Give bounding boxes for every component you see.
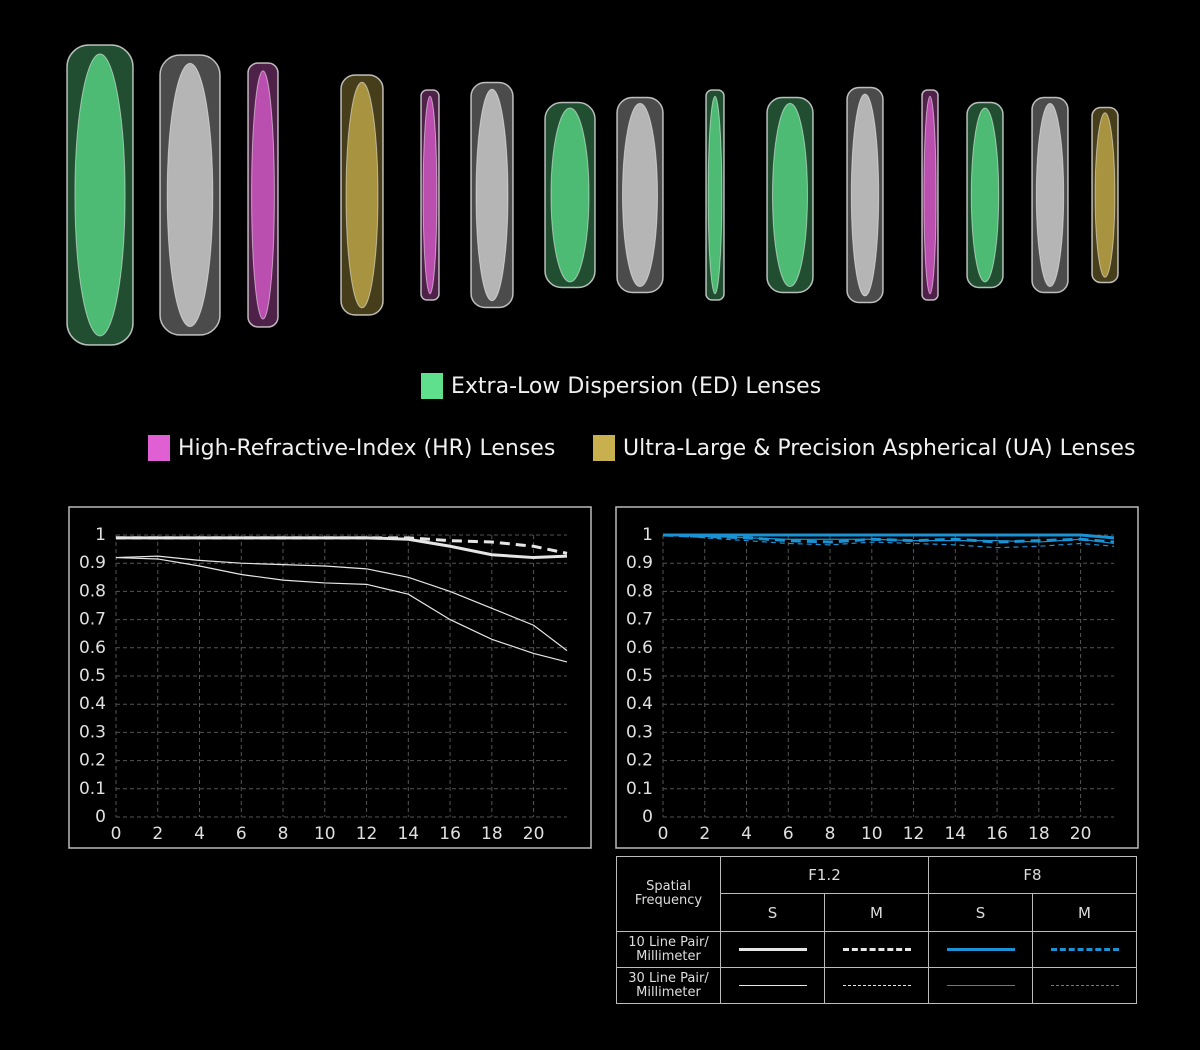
y-tick-label: 0.1: [79, 779, 106, 799]
x-tick-label: 10: [314, 824, 336, 844]
x-tick-label: 6: [783, 824, 794, 844]
x-tick-label: 4: [194, 824, 205, 844]
y-tick-label: 0.7: [79, 610, 106, 630]
y-tick-label: 0.9: [79, 553, 106, 573]
y-tick-label: 0.5: [79, 666, 106, 686]
lens-body: [970, 107, 1000, 283]
x-tick-label: 14: [944, 824, 966, 844]
chart-frame: [68, 506, 592, 849]
y-tick-label: 1: [642, 525, 653, 545]
y-tick-label: 0.6: [626, 638, 653, 658]
x-tick-label: 8: [278, 824, 289, 844]
y-tick-label: 0: [642, 807, 653, 827]
lens-body: [550, 107, 590, 283]
lens-body: [1094, 112, 1116, 278]
x-tick-label: 0: [658, 824, 669, 844]
x-tick-label: 16: [986, 824, 1008, 844]
lens-body: [622, 102, 658, 288]
y-tick-label: 0.9: [626, 553, 653, 573]
type: S: [720, 893, 825, 932]
x-tick-label: 10: [861, 824, 883, 844]
y-tick-label: 0.8: [79, 581, 106, 601]
x-tick-label: 2: [152, 824, 163, 844]
legend-swatch: [148, 435, 170, 461]
mtf-line: [662, 534, 1115, 549]
mtf-legend-table: Spatial Frequency F1.2 F8 S M S M 10 Lin…: [616, 856, 1137, 1004]
x-tick-label: 6: [236, 824, 247, 844]
x-tick-label: 20: [1070, 824, 1092, 844]
y-tick-label: 0.4: [626, 694, 653, 714]
lens-body: [166, 62, 214, 328]
x-tick-label: 20: [523, 824, 545, 844]
y-tick-label: 0.6: [79, 638, 106, 658]
x-tick-label: 12: [903, 824, 925, 844]
y-tick-label: 0.4: [79, 694, 106, 714]
mtf-line: [662, 534, 1115, 545]
lens-body: [923, 95, 937, 295]
lens-body: [251, 70, 275, 320]
y-tick-label: 0.5: [626, 666, 653, 686]
corner: Spatial Frequency: [616, 856, 721, 932]
type: M: [1032, 893, 1137, 932]
x-tick-label: 4: [741, 824, 752, 844]
lens-body: [345, 81, 379, 309]
y-tick-label: 0.7: [626, 610, 653, 630]
lens-body: [707, 95, 723, 295]
y-tick-label: 0.2: [626, 751, 653, 771]
lens-body: [74, 53, 126, 337]
mtf-line: [116, 536, 568, 560]
lens-body: [850, 93, 880, 297]
x-tick-label: 14: [397, 824, 419, 844]
lens-body: [772, 102, 808, 288]
lens-body: [1035, 102, 1065, 288]
x-tick-label: 2: [699, 824, 710, 844]
x-tick-label: 18: [1028, 824, 1050, 844]
legend-swatch: [421, 373, 443, 399]
chart-frame: [615, 506, 1139, 849]
y-tick-label: 0.2: [79, 751, 106, 771]
lens-body: [475, 88, 509, 302]
mtf-line: [115, 556, 568, 663]
legend-label: Extra-Low Dispersion (ED) Lenses: [451, 374, 821, 399]
type: M: [824, 893, 929, 932]
aperture: F1.2: [720, 856, 929, 894]
y-tick-label: 0.1: [626, 779, 653, 799]
mtf-line: [116, 536, 568, 555]
y-tick-label: 0.3: [626, 722, 653, 742]
legend-label: High-Refractive-Index (HR) Lenses: [178, 436, 555, 461]
y-tick-label: 0.8: [626, 581, 653, 601]
legend-swatch: [593, 435, 615, 461]
x-tick-label: 12: [356, 824, 378, 844]
row-label: 10 Line Pair/ Millimeter: [616, 931, 721, 968]
x-tick-label: 16: [439, 824, 461, 844]
x-tick-label: 0: [111, 824, 122, 844]
y-tick-label: 0.3: [79, 722, 106, 742]
mtf-line: [115, 555, 568, 652]
legend-label: Ultra-Large & Precision Aspherical (UA) …: [623, 436, 1135, 461]
row-label: 30 Line Pair/ Millimeter: [616, 967, 721, 1004]
aperture: F8: [928, 856, 1137, 894]
lens-body: [422, 95, 438, 295]
y-tick-label: 0: [95, 807, 106, 827]
y-tick-label: 1: [95, 525, 106, 545]
mtf-line: [663, 533, 1115, 540]
x-tick-label: 8: [825, 824, 836, 844]
x-tick-label: 18: [481, 824, 503, 844]
type: S: [928, 893, 1033, 932]
